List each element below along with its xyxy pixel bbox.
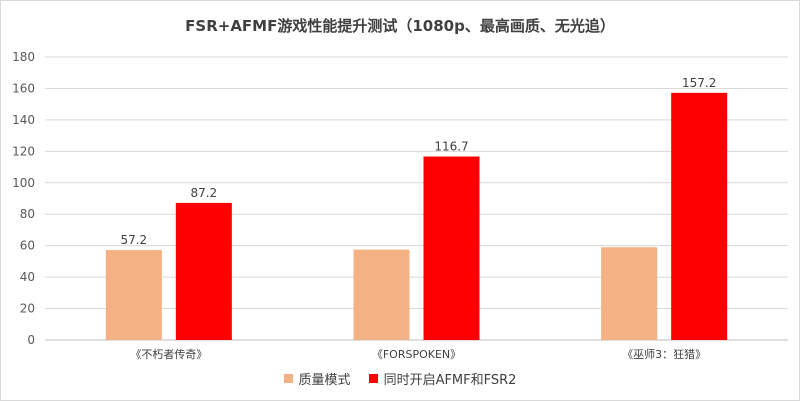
data-label: 57.2 [120,233,147,247]
data-label: 116.7 [434,140,468,154]
y-tick-label: 20 [20,302,35,316]
chart-title: FSR+AFMF游戏性能提升测试（1080p、最高画质、无光追） [185,17,615,35]
legend-label-series-2: 同时开启AFMF和FSR2 [383,373,517,388]
y-tick-label: 80 [20,207,35,221]
y-axis-ticks: 0 20 40 60 80 100 120 140 160 180 [12,50,35,347]
y-tick-label: 180 [12,50,35,64]
legend-label-series-1: 质量模式 [298,373,351,388]
legend: 质量模式 同时开启AFMF和FSR2 [1,369,799,388]
bar-1-1 [105,250,162,340]
bars [105,92,728,340]
category-label: 《FORSPOKEN》 [372,348,461,361]
y-tick-label: 100 [12,176,35,190]
y-tick-label: 140 [12,113,35,127]
bar-1-3 [601,247,658,340]
y-tick-label: 160 [12,81,35,95]
data-label: 87.2 [190,186,217,200]
category-labels: 《不朽者传奇》 《FORSPOKEN》 《巫师3：狂猎》 [130,347,706,361]
category-label: 《不朽者传奇》 [130,347,207,361]
bar-2-3 [671,92,728,340]
bar-2-2 [423,156,480,340]
category-label: 《巫师3：狂猎》 [622,347,706,361]
bar-1-2 [353,249,410,340]
legend-swatch-series-2 [368,374,378,383]
y-tick-label: 0 [27,333,35,347]
data-label: 157.2 [682,76,716,90]
data-labels: 57.2 87.2 116.7 157.2 [120,76,716,247]
y-tick-label: 40 [20,270,35,284]
gridlines [45,56,788,341]
bar-2-1 [175,202,232,340]
legend-swatch-series-1 [283,374,293,383]
legend-item-series-1: 质量模式 [283,369,351,388]
y-tick-label: 120 [12,144,35,158]
y-tick-label: 60 [20,239,35,253]
legend-item-series-2: 同时开启AFMF和FSR2 [368,369,517,388]
